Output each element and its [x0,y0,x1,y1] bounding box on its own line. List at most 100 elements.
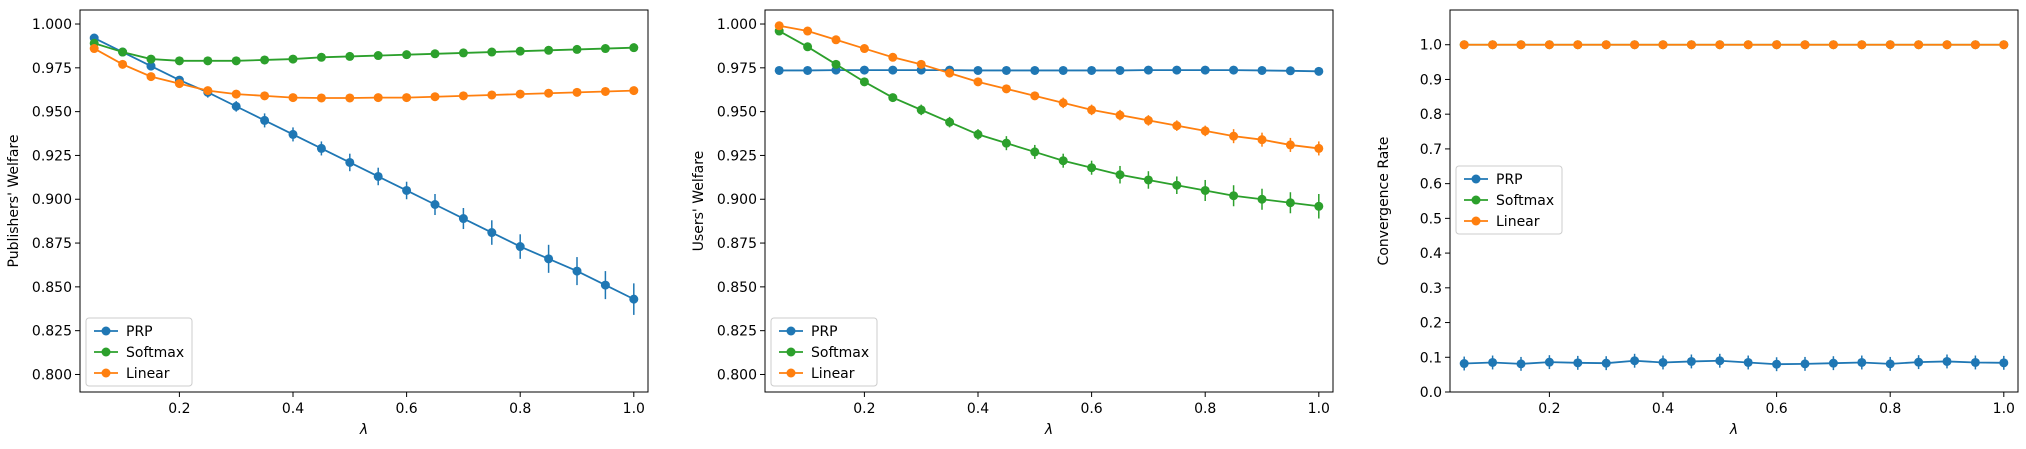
data-point [1914,40,1924,50]
legend-label: Linear [1496,214,1540,230]
y-tick-label: 0.975 [717,61,757,77]
y-tick-label: 0.875 [717,236,757,252]
data-point [803,42,813,52]
y-tick-label: 0.2 [1420,316,1442,332]
data-point [402,185,412,195]
data-point [1459,359,1469,369]
data-point [888,65,898,75]
data-point [515,242,525,252]
data-point [1800,359,1810,369]
series-softmax [89,38,639,66]
data-point [1087,163,1097,173]
data-point [1601,40,1611,50]
x-tick-label: 0.6 [1765,401,1787,417]
legend-label: Linear [126,366,170,382]
y-tick-label: 0.9 [1420,72,1442,88]
data-point [1257,194,1267,204]
legend-marker [1471,216,1481,226]
data-point [1743,357,1753,367]
data-point [888,52,898,62]
data-point [402,93,412,103]
legend-label: Linear [811,366,855,382]
chart-panel-1: 0.2 0.4 0.6 0.8 1.0 0.800 0.825 0.850 0.875 0.900… [6,9,649,438]
y-tick-label: 0.900 [717,192,757,208]
y-tick-label: 0.4 [1420,246,1442,262]
legend-box [1455,165,1563,235]
x-tick-label: 0.4 [282,401,304,417]
x-tick-label: 0.2 [168,401,190,417]
data-point [174,56,184,66]
data-point [973,65,983,75]
data-point [973,129,983,139]
data-point [916,105,926,115]
data-point [1143,115,1153,125]
series-prp [774,65,1324,76]
data-point [231,101,241,111]
data-point [1573,358,1583,368]
data-point [373,93,383,103]
data-point [345,93,355,103]
data-point [1115,170,1125,180]
data-point [1970,40,1980,50]
data-point [572,87,582,97]
data-point [831,35,841,45]
x-axis-label: λ [1044,422,1053,438]
data-point [1115,65,1125,75]
series-line [93,37,635,300]
data-point [774,21,784,31]
data-point [973,77,983,87]
data-point [1001,84,1011,94]
data-point [1828,358,1838,368]
data-point [1001,65,1011,75]
legend-label: PRP [811,324,838,340]
data-point [831,59,841,69]
data-point [515,46,525,56]
data-point [1285,198,1295,208]
data-point [1715,356,1725,366]
data-point [1001,138,1011,148]
legend-box [770,317,878,387]
data-point [1686,40,1696,50]
data-point [118,59,128,69]
data-point [89,44,99,54]
data-point [1058,156,1068,166]
legend-marker [786,368,796,378]
y-tick-label: 0.900 [32,192,72,208]
y-tick-label: 0.975 [32,61,72,77]
y-tick-label: 0.800 [32,367,72,383]
data-point [1172,121,1182,131]
y-tick-label: 0.6 [1420,177,1442,193]
legend: PRP Softmax Linear [770,317,878,387]
axes-frame [764,9,1334,393]
data-point [1630,40,1640,50]
y-tick-label: 0.825 [717,324,757,340]
data-point [288,54,298,64]
data-point [1314,143,1324,153]
data-point [945,117,955,127]
data-point [544,88,554,98]
data-point [373,171,383,181]
data-point [260,91,270,101]
y-axis-label: Publishers' Welfare [6,135,22,268]
data-point [1087,65,1097,75]
data-point [1030,147,1040,157]
y-tick-label: 0.950 [32,105,72,121]
data-point [600,44,610,54]
legend-marker [1471,174,1481,184]
y-tick-label: 0.950 [717,105,757,121]
data-point [430,49,440,59]
data-point [146,54,156,64]
data-point [859,65,869,75]
x-tick-label: 0.4 [967,401,989,417]
data-point [1229,65,1239,75]
y-tick-label: 1.0 [1420,38,1442,54]
y-tick-label: 0.800 [717,367,757,383]
legend-marker [786,326,796,336]
y-tick-label: 0.7 [1420,142,1442,158]
data-point [1857,40,1867,50]
data-point [1257,65,1267,75]
data-point [402,50,412,60]
legend-marker [101,368,111,378]
y-tick-label: 0.850 [32,280,72,296]
x-tick-label: 1.0 [623,401,645,417]
